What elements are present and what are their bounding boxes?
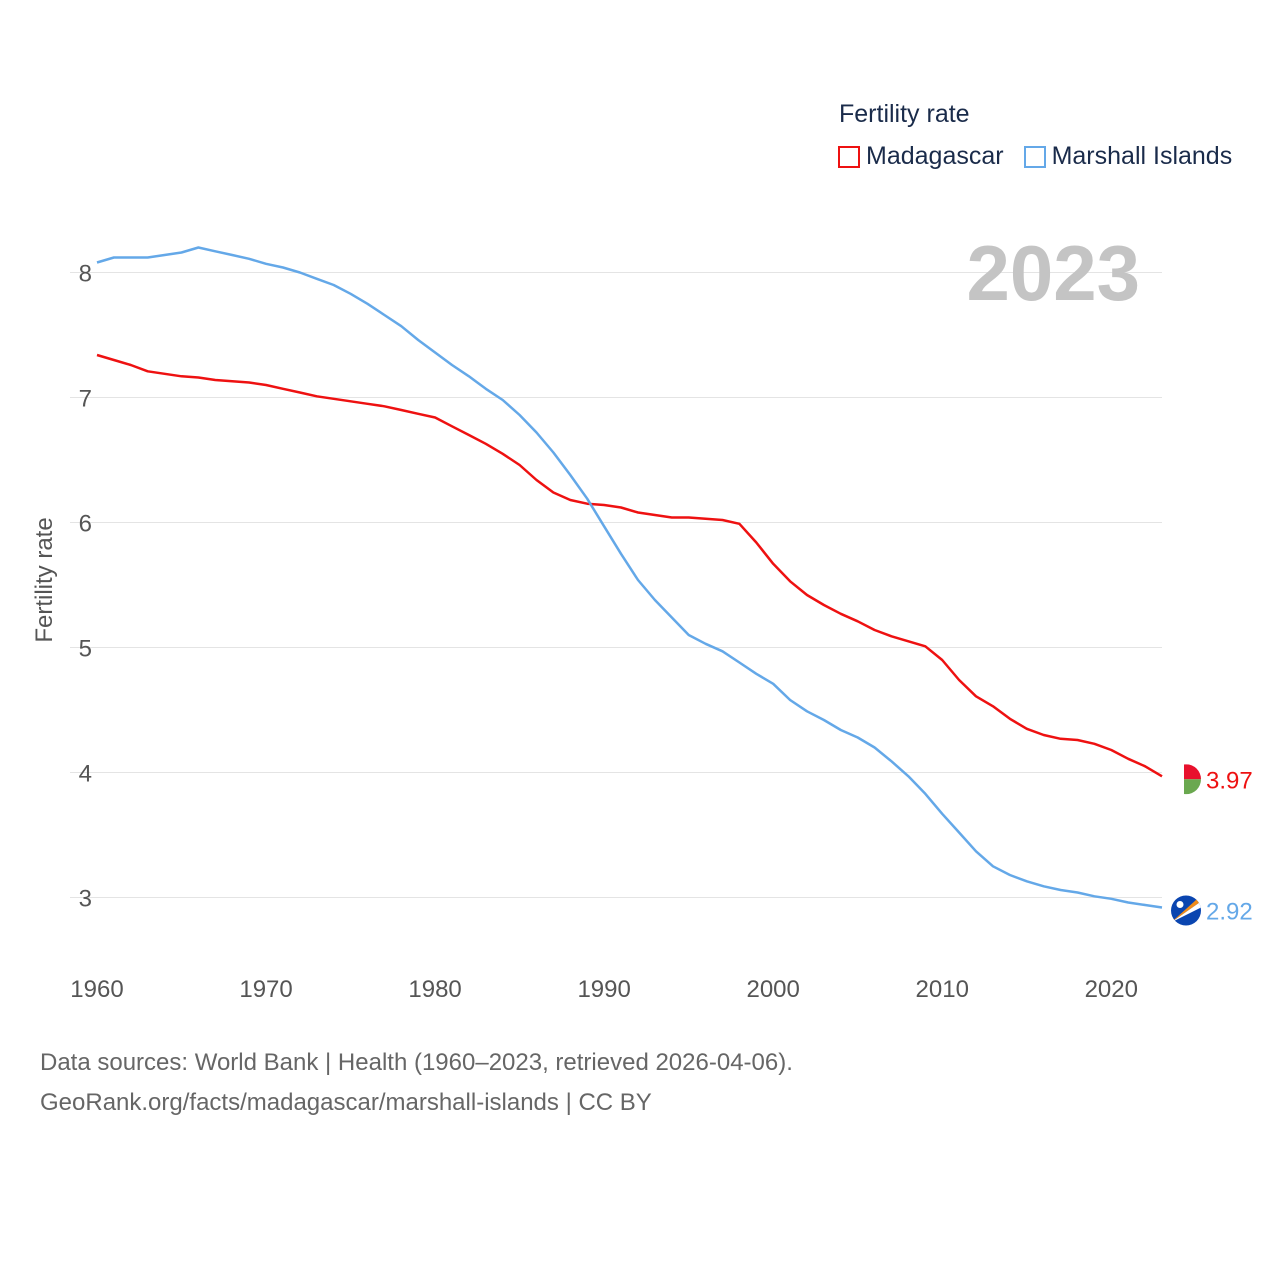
x-tick-label: 1960 (70, 976, 123, 1003)
x-tick-label: 1990 (577, 976, 630, 1003)
year-watermark: 2023 (966, 229, 1140, 317)
x-tick-label: 1970 (239, 976, 292, 1003)
source-link[interactable]: GeoRank.org/facts/madagascar/marshall-is… (40, 1089, 652, 1116)
series-lines (96, 246, 1163, 909)
series-line-madagascar (96, 353, 1163, 778)
y-axis-ticks: 3 4 5 6 7 8 (79, 261, 92, 913)
legend-item-madagascar[interactable]: Madagascar (838, 142, 1004, 171)
legend-title: Fertility rate (839, 100, 970, 128)
legend-label-marshall-islands: Marshall Islands (1051, 142, 1233, 170)
grid-lines (70, 272, 1162, 898)
end-value-label-marshall-islands: 2.92 (1206, 899, 1253, 926)
x-tick-label: 2000 (746, 976, 799, 1003)
series-end-markers: 3.97 2.92 (1171, 764, 1253, 926)
legend-swatch-madagascar (838, 145, 860, 168)
x-axis-ticks: 1960 1970 1980 1990 2000 2010 2020 (70, 976, 1138, 1003)
legend: Madagascar Marshall Islands (838, 142, 1252, 171)
series-line-marshall-islands (96, 246, 1163, 909)
data-source-text: Data sources: World Bank | Health (1960–… (40, 1049, 793, 1076)
y-tick-label: 7 (79, 386, 92, 413)
x-tick-label: 1980 (408, 976, 461, 1003)
end-value-label-madagascar: 3.97 (1206, 767, 1253, 794)
y-tick-label: 4 (79, 761, 92, 788)
x-tick-label: 2020 (1085, 976, 1138, 1003)
legend-item-marshall-islands[interactable]: Marshall Islands (1023, 142, 1233, 171)
x-tick-label: 2010 (916, 976, 969, 1003)
y-tick-label: 6 (79, 511, 92, 538)
y-tick-label: 5 (79, 636, 92, 663)
y-tick-label: 8 (79, 261, 92, 288)
legend-label-madagascar: Madagascar (866, 142, 1004, 170)
madagascar-flag (1171, 764, 1201, 795)
footer: Data sources: World Bank | Health (1960–… (40, 1043, 793, 1123)
legend-swatch-marshall-islands (1023, 145, 1046, 168)
y-tick-label: 3 (79, 886, 92, 913)
y-axis-label: Fertility rate (31, 517, 58, 642)
marshall-islands-flag (1171, 895, 1201, 926)
